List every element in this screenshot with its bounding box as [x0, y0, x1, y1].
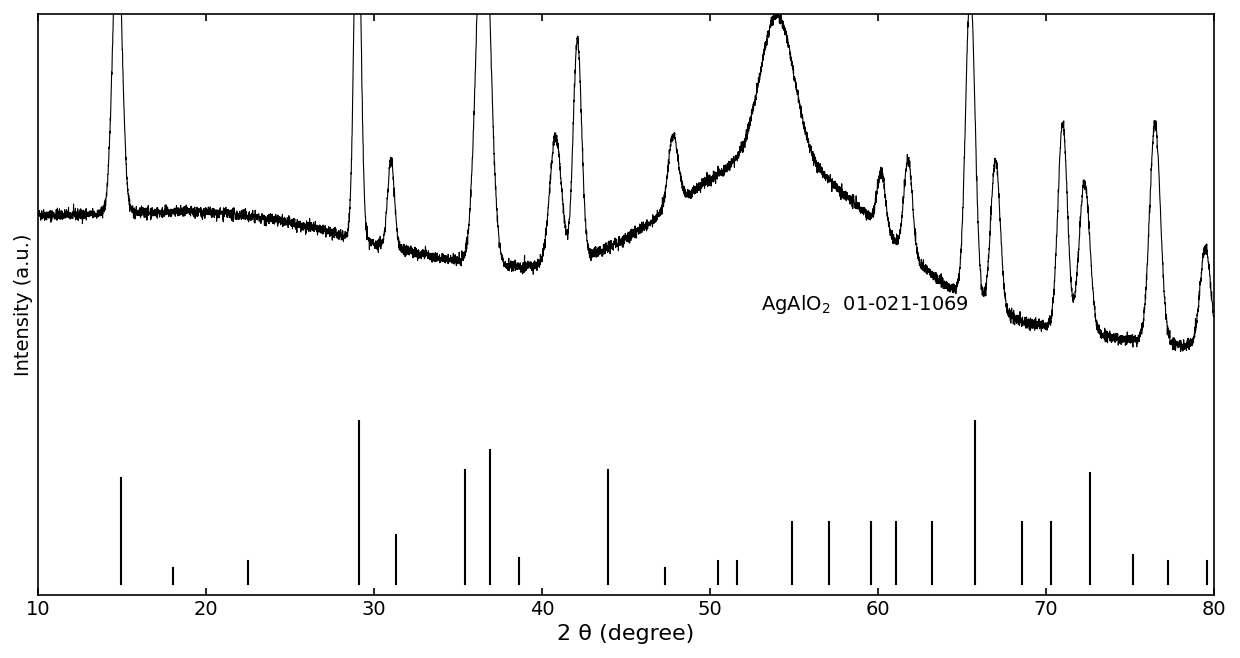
- X-axis label: 2 θ (degree): 2 θ (degree): [558, 624, 694, 644]
- Text: AgAlO$_2$  01-021-1069: AgAlO$_2$ 01-021-1069: [761, 293, 970, 316]
- Y-axis label: Intensity (a.u.): Intensity (a.u.): [14, 233, 33, 376]
